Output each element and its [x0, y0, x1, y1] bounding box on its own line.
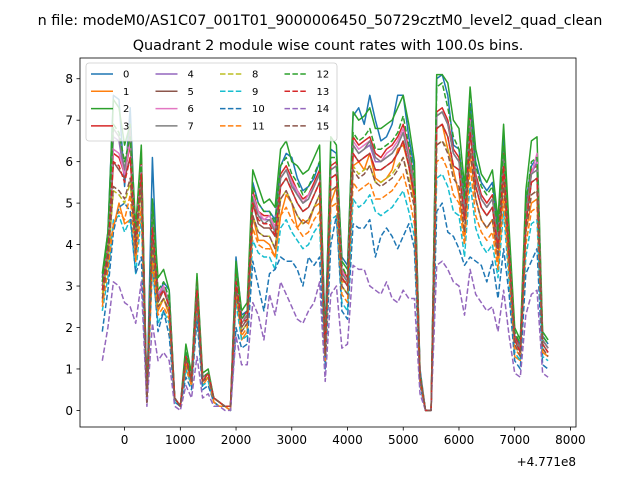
- legend-label-13: 13: [317, 87, 330, 98]
- y-tick-label: 3: [65, 280, 73, 294]
- legend-label-3: 3: [123, 121, 129, 132]
- x-tick-label: 0: [121, 433, 129, 447]
- series-line-13: [101, 123, 549, 412]
- legend-label-12: 12: [317, 70, 330, 81]
- y-tick-label: 4: [65, 238, 73, 252]
- figure-suptitle: n file: modeM0/AS1C07_001T01_9000006450_…: [38, 13, 603, 29]
- legend-label-4: 4: [188, 70, 194, 81]
- legend-label-14: 14: [317, 104, 330, 115]
- x-tick-label: 4000: [332, 433, 363, 447]
- y-tick-label: 2: [65, 321, 73, 335]
- x-tick-label: 5000: [388, 433, 419, 447]
- x-tick-label: 1000: [165, 433, 196, 447]
- axes-frame: [79, 57, 577, 428]
- legend-label-11: 11: [252, 121, 265, 132]
- y-tick-label: 1: [65, 362, 73, 376]
- legend-label-1: 1: [123, 87, 129, 98]
- series-line-14: [101, 260, 549, 412]
- legend-label-5: 5: [188, 87, 194, 98]
- x-axis-offset-label: +4.771e8: [517, 455, 576, 469]
- legend-label-8: 8: [252, 70, 258, 81]
- y-tick-label: 7: [65, 114, 73, 128]
- chart-title: Quadrant 2 module wise count rates with …: [133, 38, 524, 54]
- legend-label-15: 15: [317, 121, 330, 132]
- y-tick-label: 0: [65, 404, 73, 418]
- legend-label-10: 10: [252, 104, 265, 115]
- legend-box: [85, 62, 338, 142]
- series-line-11: [101, 156, 549, 412]
- plot-area: [101, 73, 549, 412]
- legend-label-9: 9: [252, 87, 258, 98]
- legend-label-2: 2: [123, 104, 129, 115]
- y-tick-label: 5: [65, 197, 73, 211]
- x-tick-label: 7000: [499, 433, 530, 447]
- legend-label-7: 7: [188, 121, 194, 132]
- y-tick-label: 6: [65, 155, 73, 169]
- axes: 0 1000 2000 3000 4000 5000 6000 7000 80000123456…: [65, 57, 586, 447]
- legend-label-0: 0: [123, 70, 129, 81]
- y-tick-label: 8: [65, 72, 73, 86]
- legend-label-6: 6: [188, 104, 194, 115]
- x-tick-label: 3000: [277, 433, 308, 447]
- x-tick-label: 6000: [444, 433, 475, 447]
- x-tick-label: 2000: [221, 433, 252, 447]
- x-tick-label: 8000: [555, 433, 586, 447]
